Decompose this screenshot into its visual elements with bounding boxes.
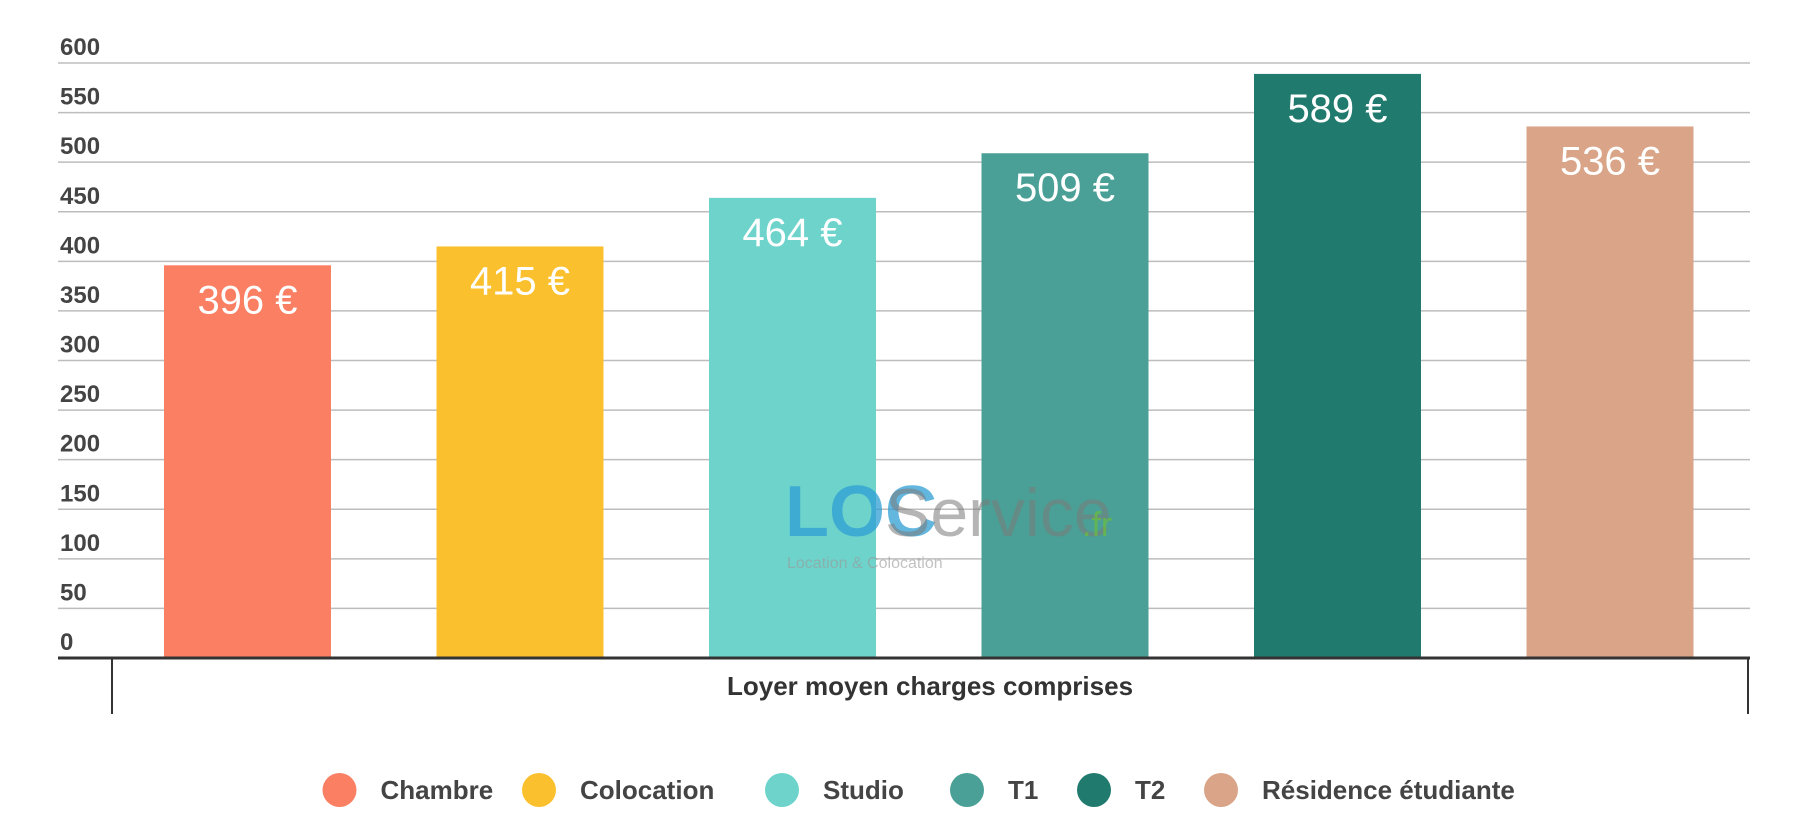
y-tick-label: 100 [60, 530, 100, 557]
bars [164, 73, 1694, 659]
watermark-tagline: Location & Colocation [787, 555, 943, 572]
x-axis-label: Loyer moyen charges comprises [727, 671, 1133, 701]
bar-colocation [436, 246, 604, 659]
y-tick-label: 350 [60, 282, 100, 309]
bar-data-label: 589 € [1287, 87, 1387, 131]
legend-item: Résidence étudiante [1204, 773, 1515, 807]
bar-data-labels: 396 € 415 € 464 € 509 € 589 € 536 € [197, 87, 1660, 322]
legend-label: Colocation [580, 775, 714, 805]
bar-data-label: 536 € [1560, 139, 1660, 183]
bar-data-label: 415 € [470, 259, 570, 303]
legend: Chambre Colocation Studio T1 T2 Résidence étu… [322, 773, 1515, 807]
watermark-loc: LOC [785, 472, 937, 552]
gridlines [58, 62, 1750, 610]
legend-item: Colocation [522, 773, 714, 807]
legend-swatch [522, 773, 556, 807]
bar-data-label: 396 € [197, 278, 297, 322]
y-tick-label: 150 [60, 480, 100, 507]
watermark-tld: .fr [1082, 506, 1112, 544]
legend-label: T1 [1008, 775, 1038, 805]
y-tick-label: 0 [60, 629, 73, 656]
legend-swatch [950, 773, 984, 807]
y-axis-ticks: 0 50 100 150 200 250 300 350 400 450 500 550 600 [60, 34, 100, 656]
legend-label: T2 [1135, 775, 1165, 805]
y-tick-label: 50 [60, 579, 87, 606]
watermark-service: Service [885, 475, 1112, 551]
legend-item: T1 [950, 773, 1038, 807]
bar-chambre [164, 265, 331, 658]
y-tick-label: 500 [60, 133, 100, 160]
bar-studio [709, 197, 876, 658]
y-tick-label: 300 [60, 332, 100, 359]
y-tick-label: 250 [60, 381, 100, 408]
bar-r-sidence-tudiante [1526, 126, 1694, 658]
y-tick-label: 600 [60, 34, 100, 61]
legend-item: Studio [765, 773, 904, 807]
x-axis: Loyer moyen charges comprises [58, 656, 1750, 714]
legend-swatch [1077, 773, 1111, 807]
bar-t1 [981, 153, 1149, 658]
legend-swatch [765, 773, 799, 807]
legend-label: Chambre [381, 775, 494, 805]
y-tick-label: 200 [60, 431, 100, 458]
bar-data-label: 464 € [742, 211, 842, 255]
legend-item: T2 [1077, 773, 1165, 807]
y-tick-label: 450 [60, 183, 100, 210]
bar-data-label: 509 € [1015, 166, 1115, 210]
legend-swatch [1204, 773, 1238, 807]
y-tick-label: 400 [60, 232, 100, 259]
y-tick-label: 550 [60, 84, 100, 111]
legend-swatch [322, 773, 357, 807]
legend-label: Résidence étudiante [1262, 775, 1515, 805]
bar-t2 [1254, 73, 1421, 659]
legend-item: Chambre [322, 773, 494, 807]
locservice-watermark: LOC Service .fr Location & Colocation [785, 472, 1112, 572]
legend-label: Studio [823, 775, 904, 805]
